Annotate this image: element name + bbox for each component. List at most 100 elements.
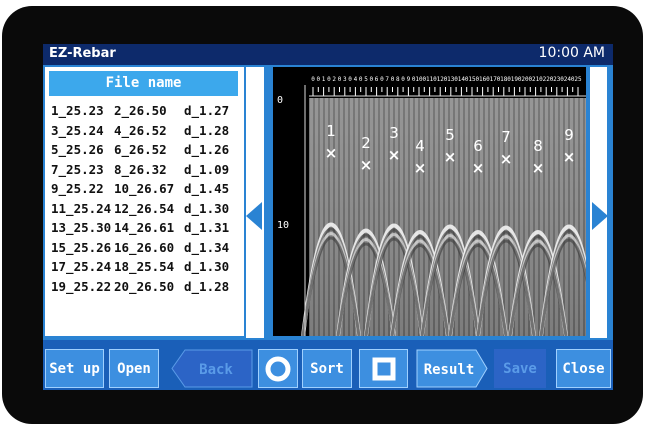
rebar-reflection xyxy=(336,242,396,336)
file-cell: d_1.09 xyxy=(184,161,230,177)
file-row[interactable]: 7_25.23 8_26.32 d_1.09 xyxy=(51,160,241,180)
rebar-number: 9 xyxy=(564,126,574,144)
sort-button[interactable]: Sort xyxy=(302,349,352,388)
file-cell: d_1.30 xyxy=(184,200,230,216)
file-row[interactable]: 5_25.26 6_26.52 d_1.26 xyxy=(51,140,241,160)
file-cell: 2_26.50 xyxy=(114,103,167,118)
ruler-label: 14 xyxy=(458,76,466,83)
record-button[interactable] xyxy=(258,349,298,388)
file-cell: 10_26.67 xyxy=(114,181,175,196)
ruler-label: 25 xyxy=(574,76,582,83)
clock: 10:00 AM xyxy=(538,45,605,61)
ruler-label: 0 xyxy=(311,76,315,83)
stop-button[interactable] xyxy=(359,349,408,388)
ruler-label: 15 xyxy=(468,76,476,83)
ruler-label: 0 xyxy=(507,76,511,83)
file-cell: 1_25.23 xyxy=(51,103,104,118)
ruler-label: 0 xyxy=(338,76,342,83)
circle-icon xyxy=(265,356,291,381)
ruler-label: 0 xyxy=(380,76,384,83)
result-button[interactable]: Result xyxy=(416,349,488,388)
file-list-panel: File name 1_25.23 2_26.50 d_1.27 3_25.24 4_2… xyxy=(45,67,244,336)
file-cell: 18_25.54 xyxy=(114,259,175,274)
rebar-marker: × xyxy=(563,148,576,166)
file-row[interactable]: 9_25.22 10_26.67 d_1.45 xyxy=(51,179,241,199)
depth-label-10: 10 xyxy=(277,220,289,231)
ruler-label: 8 xyxy=(396,76,400,83)
ruler-label: 0 xyxy=(369,76,373,83)
ruler-label: 10 xyxy=(415,76,423,83)
rebar-marker: × xyxy=(472,159,485,177)
file-row[interactable]: 11_25.24 12_26.54 d_1.30 xyxy=(51,199,241,219)
ruler-label: 0 xyxy=(550,76,554,83)
rebar-number: 2 xyxy=(361,134,371,152)
file-cell: 8_26.32 xyxy=(114,161,167,177)
rebar-number: 5 xyxy=(445,126,455,144)
file-cell: 6_26.52 xyxy=(114,142,167,157)
back-label: Back xyxy=(199,362,233,378)
chevron-left-icon[interactable] xyxy=(246,202,262,230)
ruler-label: 11 xyxy=(426,76,434,83)
ruler-label: 0 xyxy=(401,76,405,83)
rebar-number: 6 xyxy=(473,137,483,155)
file-row[interactable]: 17_25.24 18_25.54 d_1.30 xyxy=(51,257,241,277)
ruler-label: 5 xyxy=(364,76,368,83)
file-cell: d_1.31 xyxy=(184,220,230,235)
open-button[interactable]: Open xyxy=(109,349,159,388)
ruler-label: 20 xyxy=(521,76,529,83)
file-row[interactable]: 13_25.30 14_26.61 d_1.31 xyxy=(51,218,241,238)
ruler-label: 0 xyxy=(518,76,522,83)
rebar-number: 8 xyxy=(533,137,543,155)
file-cell: d_1.34 xyxy=(184,239,230,255)
file-cell: 13_25.30 xyxy=(51,220,112,235)
ruler-label: 0 xyxy=(359,76,363,83)
ruler-label: 0 xyxy=(486,76,490,83)
save-button[interactable]: Save xyxy=(494,349,546,388)
rebar-marker: × xyxy=(325,144,338,162)
ruler-label: 12 xyxy=(437,76,445,83)
result-label: Result xyxy=(424,362,475,378)
file-cell: 14_26.61 xyxy=(114,220,175,235)
ruler-label: 0 xyxy=(560,76,564,83)
file-cell: 4_26.52 xyxy=(114,122,167,138)
rebar-marker: × xyxy=(500,150,513,168)
rebar-reflection xyxy=(420,238,480,336)
rebar-number: 1 xyxy=(326,122,336,140)
ruler-label: 0 xyxy=(327,76,331,83)
ruler-label: 4 xyxy=(354,76,358,83)
file-cell: d_1.45 xyxy=(184,181,230,196)
file-row[interactable]: 3_25.24 4_26.52 d_1.28 xyxy=(51,121,241,141)
main-content: File name 1_25.23 2_26.50 d_1.27 3_25.24 4_2… xyxy=(43,65,613,340)
ruler-label: 0 xyxy=(571,76,575,83)
ruler-label: 18 xyxy=(500,76,508,83)
file-cell: 12_26.54 xyxy=(114,200,175,216)
file-cell: 17_25.24 xyxy=(51,259,112,274)
ruler-label: 23 xyxy=(553,76,561,83)
file-row[interactable]: 1_25.23 2_26.50 d_1.27 xyxy=(51,101,241,121)
back-button[interactable]: Back xyxy=(171,349,253,388)
file-cell: d_1.28 xyxy=(184,122,230,138)
file-row[interactable]: 15_25.26 16_26.60 d_1.34 xyxy=(51,238,241,258)
rebar-number: 4 xyxy=(415,137,425,155)
chevron-right-icon[interactable] xyxy=(592,202,608,230)
close-button[interactable]: Close xyxy=(556,349,611,388)
file-cell: d_1.30 xyxy=(184,259,230,274)
ruler-label: 0 xyxy=(391,76,395,83)
file-cell: 19_25.22 xyxy=(51,278,112,294)
rebar-reflection xyxy=(301,236,361,336)
ruler-label: 0 xyxy=(454,76,458,83)
square-icon xyxy=(372,357,395,380)
ruler-label: 0 xyxy=(412,76,416,83)
setup-button[interactable]: Set up xyxy=(45,349,104,388)
file-row[interactable]: 19_25.22 20_26.50 d_1.28 xyxy=(51,277,241,297)
ruler-label: 0 xyxy=(528,76,532,83)
ruler-label: 6 xyxy=(375,76,379,83)
file-cell: 20_26.50 xyxy=(114,278,175,294)
ruler-label: 2 xyxy=(332,76,336,83)
screen: EZ-Rebar 10:00 AM File name 1_25.23 2_26.… xyxy=(43,44,613,390)
toolbar: Set up Open Back Sort Result Save xyxy=(43,340,613,390)
file-cell: d_1.28 xyxy=(184,278,230,294)
depth-label-0: 0 xyxy=(277,95,283,106)
rebar-marker: × xyxy=(414,159,427,177)
